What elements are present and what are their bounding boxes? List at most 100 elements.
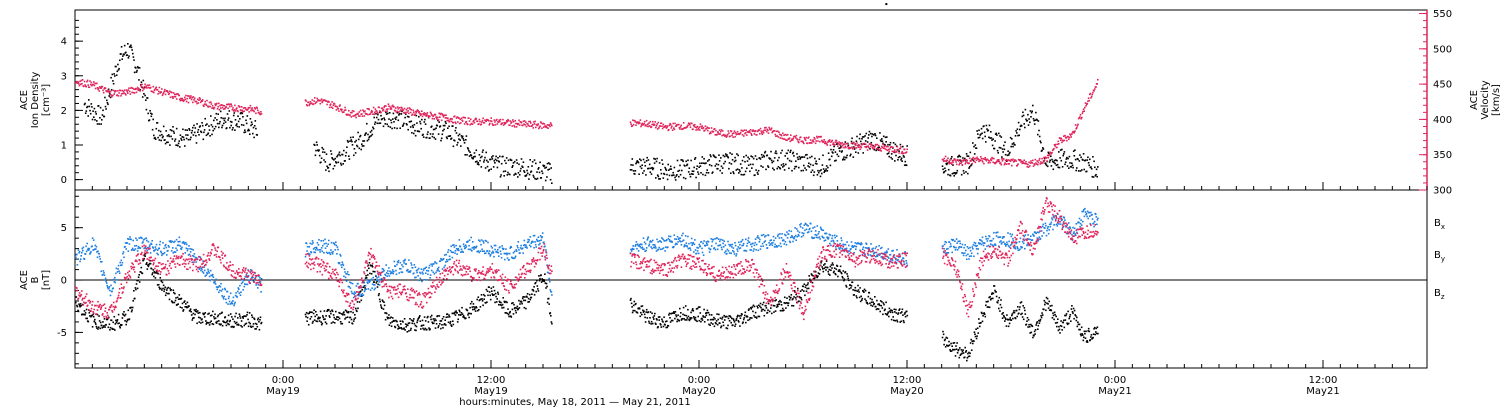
bx-series-segment-point xyxy=(853,294,855,296)
density-series-segment-point xyxy=(1042,147,1044,149)
by-series-segment-point xyxy=(376,277,378,279)
velocity-series-segment-point xyxy=(510,121,513,123)
bx-series-segment-point xyxy=(412,320,415,322)
bx-series-segment-point xyxy=(669,317,671,319)
velocity-series-segment-point xyxy=(320,98,323,100)
velocity-series-segment-point xyxy=(827,141,829,143)
density-series-segment-point xyxy=(96,120,98,122)
velocity-series-segment-point xyxy=(828,140,830,143)
velocity-series-segment-point xyxy=(648,122,650,124)
velocity-series-segment-point xyxy=(1071,131,1074,134)
density-series-segment-point xyxy=(325,169,327,171)
velocity-series-segment-point xyxy=(313,100,315,102)
bx-series-segment-point xyxy=(159,277,162,279)
velocity-series-segment-point xyxy=(362,110,365,113)
bx-series-segment-point xyxy=(1043,299,1046,302)
bx-series-segment-point xyxy=(742,318,745,321)
bx-series-segment-point xyxy=(180,297,183,300)
bx-series-segment-point xyxy=(710,314,713,316)
bx-series-segment-point xyxy=(151,273,153,276)
by-series-segment-point xyxy=(225,301,228,304)
by-series-segment-point xyxy=(146,249,149,252)
bx-series-segment-point xyxy=(499,304,502,306)
density-series-segment-point xyxy=(487,170,490,172)
density-series-segment-point xyxy=(833,145,835,148)
velocity-series-segment-point xyxy=(328,106,331,109)
density-series-segment-point xyxy=(880,140,882,143)
velocity-series-segment-point xyxy=(696,125,699,128)
bx-series-segment-point xyxy=(978,318,980,320)
velocity-series-segment-point xyxy=(652,120,654,123)
bx-series-segment-point xyxy=(965,350,968,352)
velocity-series-segment-point xyxy=(377,112,379,114)
density-series-segment-point xyxy=(132,52,134,55)
velocity-series-segment-point xyxy=(83,80,86,83)
velocity-series-segment-point xyxy=(839,142,842,144)
by-series-segment-point xyxy=(307,252,310,255)
bx-series-segment-point xyxy=(1096,332,1098,335)
velocity-series-segment-point xyxy=(251,107,253,109)
velocity-series-segment-point xyxy=(990,159,993,162)
velocity-series-segment-point xyxy=(1064,134,1066,137)
bx-series-segment-point xyxy=(810,273,813,275)
density-series-segment-point xyxy=(354,152,357,154)
bx-series-segment-point xyxy=(1094,333,1096,336)
density-series-segment-point xyxy=(224,121,227,123)
density-series-segment-point xyxy=(1083,168,1085,171)
bx-series-segment-point xyxy=(255,323,258,325)
bx-series-segment-point xyxy=(532,289,534,291)
velocity-series-segment-point xyxy=(343,109,346,112)
bx-series-segment-point xyxy=(884,308,886,311)
velocity-series-segment-point xyxy=(679,126,682,128)
velocity-series-segment-point xyxy=(656,128,659,130)
bx-series-segment-point xyxy=(175,297,177,299)
bx-series-segment-point xyxy=(316,314,318,316)
by-series-segment-point xyxy=(225,298,227,301)
by-series-segment-point xyxy=(368,280,370,282)
bx-series-segment-point xyxy=(962,349,964,351)
velocity-series-segment-point xyxy=(437,119,440,121)
velocity-series-segment-point xyxy=(402,109,405,111)
velocity-series-segment-point xyxy=(311,99,314,101)
velocity-series-segment-point xyxy=(98,90,101,92)
density-series-segment-point xyxy=(671,174,674,177)
bx-series-segment-point xyxy=(104,326,106,328)
by-series-segment-point xyxy=(318,239,320,241)
density-series-segment-point xyxy=(115,74,118,76)
by-series-segment-point xyxy=(181,246,183,249)
density-series-segment-point xyxy=(242,124,245,126)
bx-series-segment-point xyxy=(543,280,546,283)
density-series-segment-point xyxy=(236,125,239,128)
bx-series-segment-point xyxy=(787,302,790,304)
bx-series-segment-point xyxy=(403,327,405,329)
velocity-series-segment-point xyxy=(405,112,407,115)
velocity-series-segment-point xyxy=(856,142,858,144)
bx-series-segment-point xyxy=(92,313,94,316)
density-series-segment-point xyxy=(186,129,188,131)
velocity-series-segment-point xyxy=(960,162,962,165)
velocity-series-segment-point xyxy=(818,135,821,138)
velocity-series-segment-point xyxy=(976,156,978,159)
bx-series-segment-point xyxy=(235,312,237,315)
density-series-segment-point xyxy=(727,156,730,159)
bx-series-segment-point xyxy=(212,323,215,326)
density-series-segment-point xyxy=(185,134,187,136)
density-series-segment-point xyxy=(1031,110,1033,113)
velocity-series-segment-point xyxy=(504,123,506,125)
by-series-segment-point xyxy=(245,273,248,276)
bx-series-segment-point xyxy=(250,326,253,328)
velocity-series-segment-point xyxy=(326,103,328,106)
velocity-series-segment-point xyxy=(986,158,989,161)
bx-series-segment-point xyxy=(479,306,482,308)
density-series-segment-point xyxy=(881,140,884,142)
density-series-segment-point xyxy=(658,178,660,180)
by-series-segment-point xyxy=(316,247,318,249)
bx-series-segment-point xyxy=(725,315,727,318)
velocity-series-segment-point xyxy=(726,133,729,136)
by-series-segment-point xyxy=(194,256,197,259)
velocity-series-segment-point xyxy=(127,92,129,94)
velocity-series-segment-point xyxy=(802,141,804,144)
velocity-series-segment-point xyxy=(1012,158,1014,161)
density-series-segment-point xyxy=(166,141,168,144)
bx-series-segment-point xyxy=(1030,331,1033,334)
